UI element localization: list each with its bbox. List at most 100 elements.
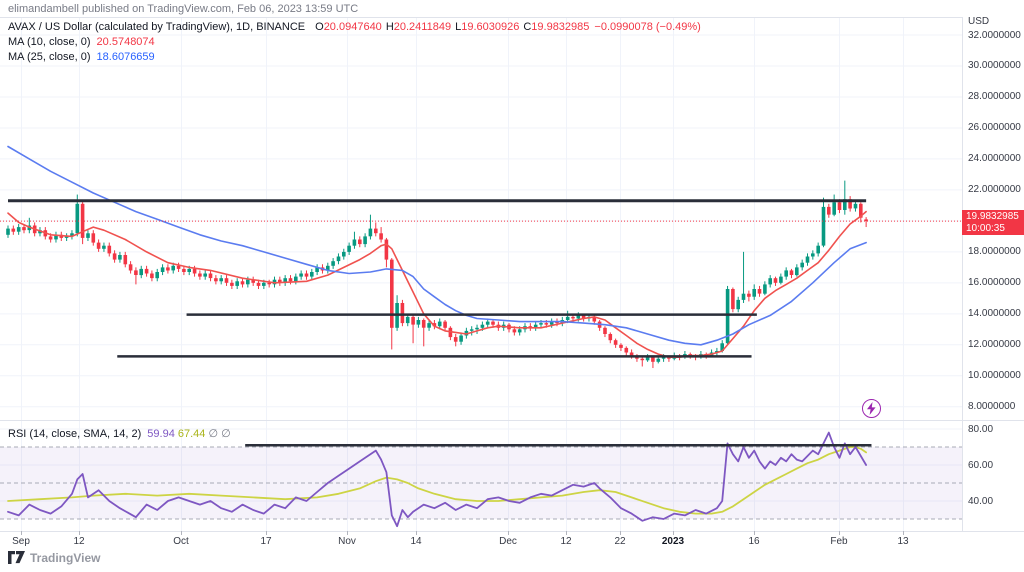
candle-body	[352, 239, 357, 246]
time-tick-label: 12	[73, 536, 85, 547]
candle-body	[459, 335, 463, 342]
candle-body	[661, 357, 666, 359]
symbol-row: AVAX / US Dollar (calculated by TradingV…	[8, 20, 701, 35]
candle-body	[80, 203, 85, 238]
attribution-text: elimandambell published on TradingView.c…	[8, 3, 359, 15]
candle-body	[565, 316, 570, 320]
candle-body	[576, 315, 581, 319]
time-tick-label: 13	[897, 536, 909, 547]
candle-body	[437, 321, 442, 327]
candle-body	[22, 227, 26, 231]
price-tick-label: 10.0000000	[968, 370, 1021, 382]
rsi-tick-label: 80.00	[968, 423, 994, 435]
candle-body	[235, 281, 239, 286]
close-letter: C	[523, 21, 532, 33]
rsi-empty-1: ∅	[208, 428, 219, 440]
price-tick-label: 18.0000000	[968, 246, 1021, 258]
candle-body	[16, 227, 21, 232]
rsi-ma-value: 67.44	[177, 428, 206, 440]
candle-body	[645, 357, 650, 361]
candle-body	[427, 323, 431, 328]
candle-body	[267, 282, 271, 285]
candle-body	[283, 278, 287, 283]
time-tick-label: Oct	[173, 536, 189, 547]
candle-body	[64, 236, 69, 238]
candle-body	[731, 289, 735, 310]
candle-body	[640, 358, 645, 361]
price-tick-label: 8.0000000	[968, 401, 1016, 413]
candle-body	[480, 324, 485, 328]
ma25-value: 18.6076659	[96, 51, 155, 63]
rsi-legend: RSI (14, close, SMA, 14, 2) 59.94 67.44 ∅…	[8, 427, 231, 440]
candle-body	[816, 245, 820, 254]
price-tick-label: 12.0000000	[968, 339, 1021, 351]
candle-body	[240, 281, 245, 285]
candle-body	[720, 343, 724, 351]
rsi-tick-label: 60.00	[968, 459, 994, 471]
candle-body	[166, 267, 170, 271]
candle-body	[800, 262, 804, 268]
rsi-sma-line	[7, 446, 867, 515]
candle-body	[91, 233, 96, 243]
candle-body	[102, 245, 106, 249]
candle-body	[752, 289, 756, 297]
ma10-line	[7, 210, 867, 358]
time-tick-label: 22	[614, 536, 626, 547]
candle-body	[416, 320, 421, 325]
candle-body	[144, 268, 149, 274]
candle-body	[848, 199, 852, 209]
candle-body	[112, 253, 117, 260]
candle-body	[603, 327, 607, 334]
candle-body	[853, 203, 858, 209]
rsi-label: RSI (14, close, SMA, 14, 2)	[8, 428, 142, 440]
candle-body	[475, 327, 479, 330]
brand-name[interactable]: TradingView	[30, 551, 101, 565]
candle-body	[288, 278, 293, 282]
tradingview-logo-icon[interactable]	[8, 551, 25, 565]
candle-body	[827, 206, 831, 215]
candle-body	[262, 282, 266, 286]
candle-body	[203, 273, 207, 277]
candle-body	[608, 334, 613, 341]
candle-body	[219, 278, 223, 282]
candle-body	[768, 278, 772, 285]
candle-body	[421, 320, 426, 328]
price-tick-label: 14.0000000	[968, 308, 1021, 320]
ma10-value: 20.5748074	[96, 36, 155, 48]
candle-body	[347, 245, 351, 252]
candle-body	[230, 282, 234, 286]
candle-body	[469, 329, 474, 331]
boost-button[interactable]	[862, 399, 881, 418]
price-tick-label: 26.0000000	[968, 122, 1021, 134]
candle-body	[294, 276, 298, 282]
candle-body	[400, 303, 405, 324]
candle-body	[224, 278, 229, 283]
ma10-label: MA (10, close, 0)	[8, 36, 91, 48]
time-tick-label: Nov	[338, 536, 356, 547]
candle-body	[331, 261, 335, 266]
rsi-value: 59.94	[147, 428, 175, 440]
candle-body	[374, 228, 378, 234]
open-value: 20.0947640	[323, 21, 382, 33]
symbol-description: AVAX / US Dollar (calculated by TradingV…	[8, 21, 306, 33]
candle-body	[544, 323, 549, 325]
low-value: 19.6030926	[461, 21, 520, 33]
candle-body	[70, 233, 74, 237]
close-value: 19.9832985	[531, 21, 590, 33]
candle-body	[629, 352, 634, 356]
candle-body	[757, 289, 762, 294]
footer: TradingView	[8, 549, 100, 567]
candle-body	[784, 270, 788, 277]
time-tick-label: Sep	[12, 536, 30, 547]
candle-body	[342, 251, 346, 257]
candle-body	[326, 265, 330, 271]
candle-body	[150, 273, 154, 279]
candle-body	[795, 267, 799, 276]
candle-body	[299, 273, 303, 277]
candle-body	[171, 265, 175, 271]
current-price-value: 19.9832985	[966, 211, 1019, 222]
candle-body	[789, 270, 794, 275]
candle-body	[736, 299, 740, 310]
